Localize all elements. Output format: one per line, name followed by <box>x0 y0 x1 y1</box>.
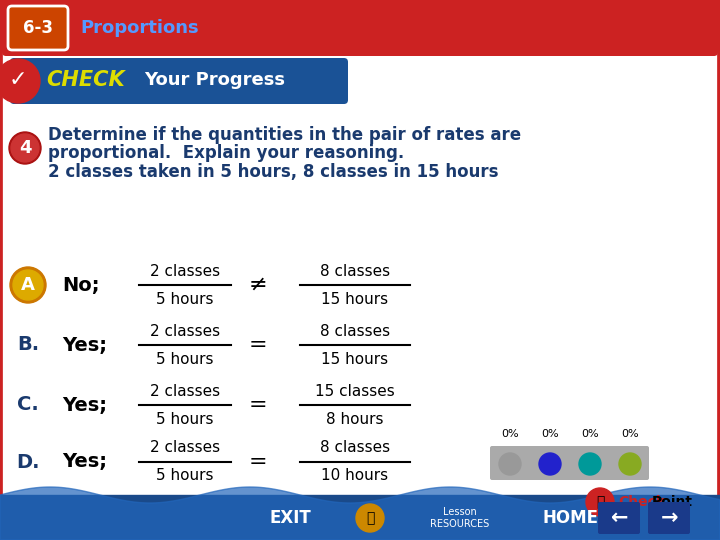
Text: 15 classes: 15 classes <box>315 383 395 399</box>
Text: 15 hours: 15 hours <box>321 352 389 367</box>
Text: 6-3: 6-3 <box>23 19 53 37</box>
Text: 5 hours: 5 hours <box>156 352 214 367</box>
Text: 🎲: 🎲 <box>596 495 604 509</box>
Text: 2 classes: 2 classes <box>150 383 220 399</box>
Circle shape <box>539 453 561 475</box>
Text: Lesson
RESOURCES: Lesson RESOURCES <box>431 507 490 529</box>
Text: →: → <box>661 508 679 528</box>
Text: 2 classes: 2 classes <box>150 323 220 339</box>
Text: Yes;: Yes; <box>62 395 107 415</box>
Text: 🌐: 🌐 <box>366 511 374 525</box>
Text: Yes;: Yes; <box>62 335 107 354</box>
Text: 4: 4 <box>19 139 31 157</box>
Text: 8 classes: 8 classes <box>320 264 390 279</box>
Text: ←: ← <box>611 508 629 528</box>
Text: Determine if the quantities in the pair of rates are: Determine if the quantities in the pair … <box>48 126 521 144</box>
FancyBboxPatch shape <box>2 2 718 56</box>
Bar <box>6 6 714 30</box>
Text: 0%: 0% <box>581 429 599 439</box>
Text: proportional.  Explain your reasoning.: proportional. Explain your reasoning. <box>48 144 404 162</box>
Text: D.: D. <box>17 453 40 471</box>
Text: No;: No; <box>62 275 99 294</box>
Text: ≠: ≠ <box>248 275 267 295</box>
Text: Point: Point <box>652 495 693 509</box>
Circle shape <box>356 504 384 532</box>
Circle shape <box>499 453 521 475</box>
Circle shape <box>579 453 601 475</box>
Text: Yes;: Yes; <box>62 453 107 471</box>
FancyBboxPatch shape <box>490 446 649 480</box>
Text: 0%: 0% <box>501 429 519 439</box>
Text: =: = <box>248 452 267 472</box>
Circle shape <box>586 488 614 516</box>
Text: Check: Check <box>618 495 665 509</box>
Text: A: A <box>21 276 35 294</box>
Text: EXIT: EXIT <box>269 509 311 527</box>
Text: B.: B. <box>17 335 39 354</box>
Text: 8 classes: 8 classes <box>320 441 390 456</box>
Text: 2 classes: 2 classes <box>150 441 220 456</box>
Text: 5 hours: 5 hours <box>156 469 214 483</box>
Text: 10 hours: 10 hours <box>321 469 389 483</box>
Text: 0%: 0% <box>621 429 639 439</box>
Text: HOME: HOME <box>542 509 598 527</box>
Text: 5 hours: 5 hours <box>156 292 214 307</box>
Text: 8 classes: 8 classes <box>320 323 390 339</box>
Circle shape <box>9 132 41 164</box>
Text: Proportions: Proportions <box>80 19 199 37</box>
Text: Your Progress: Your Progress <box>144 71 285 89</box>
Text: =: = <box>248 395 267 415</box>
Circle shape <box>13 270 43 300</box>
FancyBboxPatch shape <box>648 502 690 534</box>
Text: 2 classes taken in 5 hours, 8 classes in 15 hours: 2 classes taken in 5 hours, 8 classes in… <box>48 163 498 181</box>
Circle shape <box>619 453 641 475</box>
FancyBboxPatch shape <box>598 502 640 534</box>
Text: 2 classes: 2 classes <box>150 264 220 279</box>
Text: =: = <box>248 335 267 355</box>
Text: 0%: 0% <box>541 429 559 439</box>
Text: ✓: ✓ <box>9 70 27 90</box>
Text: 8 hours: 8 hours <box>326 411 384 427</box>
Text: CHECK: CHECK <box>46 70 125 90</box>
Circle shape <box>0 59 40 103</box>
Text: 5 hours: 5 hours <box>156 411 214 427</box>
Polygon shape <box>0 495 720 540</box>
Text: C.: C. <box>17 395 39 415</box>
Text: 15 hours: 15 hours <box>321 292 389 307</box>
FancyBboxPatch shape <box>10 58 348 104</box>
FancyBboxPatch shape <box>8 6 68 50</box>
Circle shape <box>11 134 39 162</box>
Circle shape <box>10 267 46 303</box>
